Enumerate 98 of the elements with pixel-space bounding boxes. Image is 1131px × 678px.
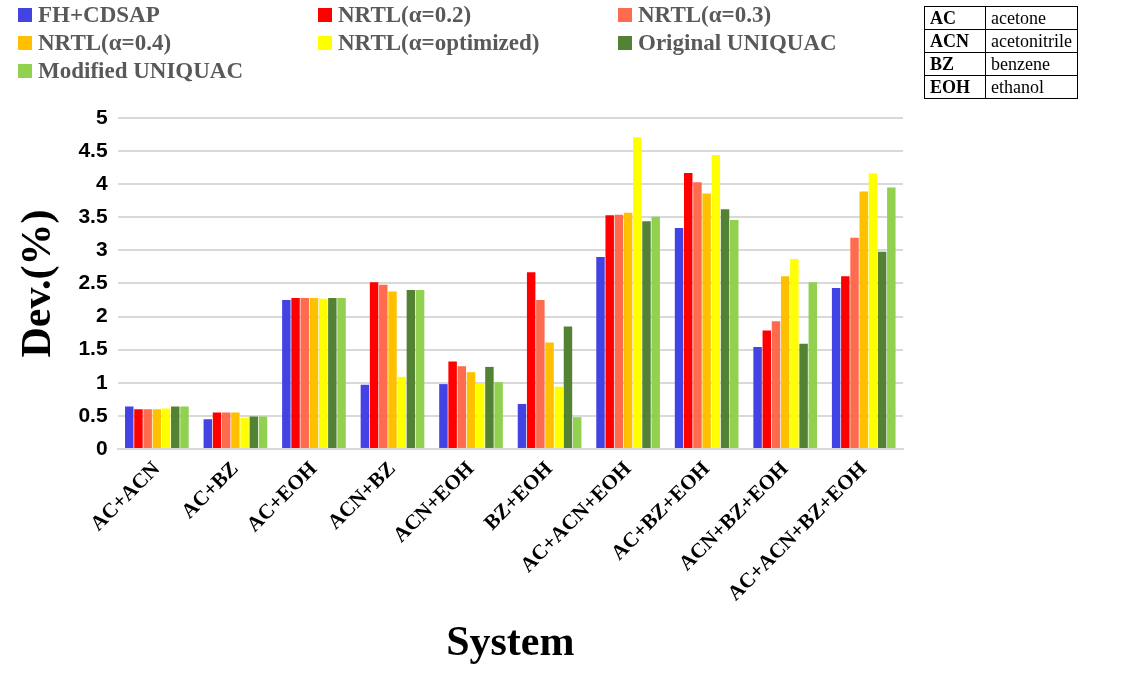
- bar: [309, 298, 319, 448]
- bar: [249, 416, 259, 448]
- bar: [596, 257, 605, 448]
- y-tick-label: 3.5: [78, 204, 108, 228]
- text: acetone: [985, 6, 1078, 30]
- bar: [203, 419, 213, 448]
- bar: [730, 219, 739, 448]
- bar: [799, 343, 808, 448]
- bar: [720, 209, 730, 448]
- text: EOH: [924, 75, 986, 99]
- bar: [526, 272, 536, 448]
- bar: [831, 288, 841, 448]
- bar: [475, 383, 485, 448]
- legend-label: NRTL(α=0.4): [38, 30, 172, 56]
- bar: [406, 290, 416, 448]
- legend-label: FH+CDSAP: [38, 2, 160, 28]
- bar: [762, 330, 772, 448]
- legend-label: NRTL(α=0.3): [638, 2, 772, 28]
- text: benzene: [985, 52, 1078, 76]
- bar: [633, 137, 642, 448]
- bar: [859, 191, 868, 448]
- bar: [291, 298, 300, 448]
- bar: [887, 187, 896, 448]
- y-tick-label: 0: [95, 435, 108, 459]
- bar: [780, 276, 790, 448]
- bar: [397, 376, 406, 448]
- bar: [379, 284, 388, 448]
- bar: [240, 417, 249, 448]
- bar: [868, 173, 878, 448]
- bar: [415, 290, 425, 448]
- bar: [258, 416, 268, 448]
- bar: [448, 361, 457, 448]
- y-tick-label: 2: [95, 303, 108, 327]
- y-tick-label: 0.5: [78, 402, 108, 426]
- bar: [605, 215, 614, 448]
- text: ethanol: [985, 75, 1078, 99]
- legend-label: NRTL(α=0.2): [338, 2, 472, 28]
- bar: [231, 412, 240, 448]
- bar: [485, 366, 494, 448]
- bar: [642, 221, 651, 448]
- bar: [360, 384, 370, 448]
- bar: [318, 298, 328, 448]
- bar: [300, 298, 309, 448]
- bar: [143, 409, 152, 448]
- y-tick-label: 2.5: [78, 270, 108, 294]
- bar: [684, 172, 693, 448]
- bar: [171, 406, 180, 448]
- bar: [466, 372, 476, 448]
- bar: [841, 276, 850, 448]
- legend-label: NRTL(α=optimized): [338, 30, 540, 56]
- bar: [369, 282, 379, 448]
- bar: [771, 321, 781, 448]
- bar: [850, 237, 859, 448]
- bar: [877, 251, 887, 448]
- y-tick-label: 1: [95, 369, 108, 393]
- bar: [221, 412, 231, 448]
- bar: [753, 347, 762, 448]
- y-axis-title: Dev.(%): [13, 209, 61, 358]
- y-tick-label: 1.5: [78, 336, 108, 360]
- bar: [494, 382, 503, 448]
- bar: [328, 298, 337, 448]
- bar: [693, 182, 702, 448]
- bar: [457, 366, 467, 448]
- text: AC: [924, 6, 986, 30]
- bar: [134, 409, 143, 448]
- y-tick-label: 4: [95, 170, 108, 194]
- bar: [180, 406, 189, 448]
- bar: [614, 214, 624, 448]
- legend-label: Original UNIQUAC: [638, 30, 837, 56]
- bar: [808, 282, 818, 448]
- bar: [702, 193, 711, 448]
- bar: [554, 386, 563, 448]
- y-tick-label: 4.5: [78, 137, 108, 161]
- bar: [152, 409, 162, 448]
- y-tick-label: 3: [95, 237, 108, 261]
- text: BZ: [924, 52, 986, 76]
- y-tick-label: 5: [95, 104, 108, 128]
- bar: [212, 412, 222, 448]
- bar: [711, 155, 721, 448]
- bar: [572, 417, 582, 448]
- bar: [790, 258, 799, 448]
- bar: [545, 342, 554, 448]
- text: acetonitrile: [985, 29, 1078, 53]
- bar: [282, 300, 291, 448]
- bar: [674, 227, 684, 448]
- bar: [536, 300, 545, 448]
- bar: [161, 408, 171, 448]
- x-axis-title: System: [446, 617, 575, 664]
- bar: [651, 216, 660, 448]
- bar: [388, 291, 397, 448]
- bar: [337, 298, 346, 448]
- bar: [125, 406, 134, 448]
- bar: [439, 384, 448, 448]
- legend-label: Modified UNIQUAC: [38, 58, 244, 84]
- bar: [563, 326, 573, 448]
- bar: [517, 403, 527, 448]
- text: ACN: [924, 29, 986, 53]
- bar: [623, 212, 633, 448]
